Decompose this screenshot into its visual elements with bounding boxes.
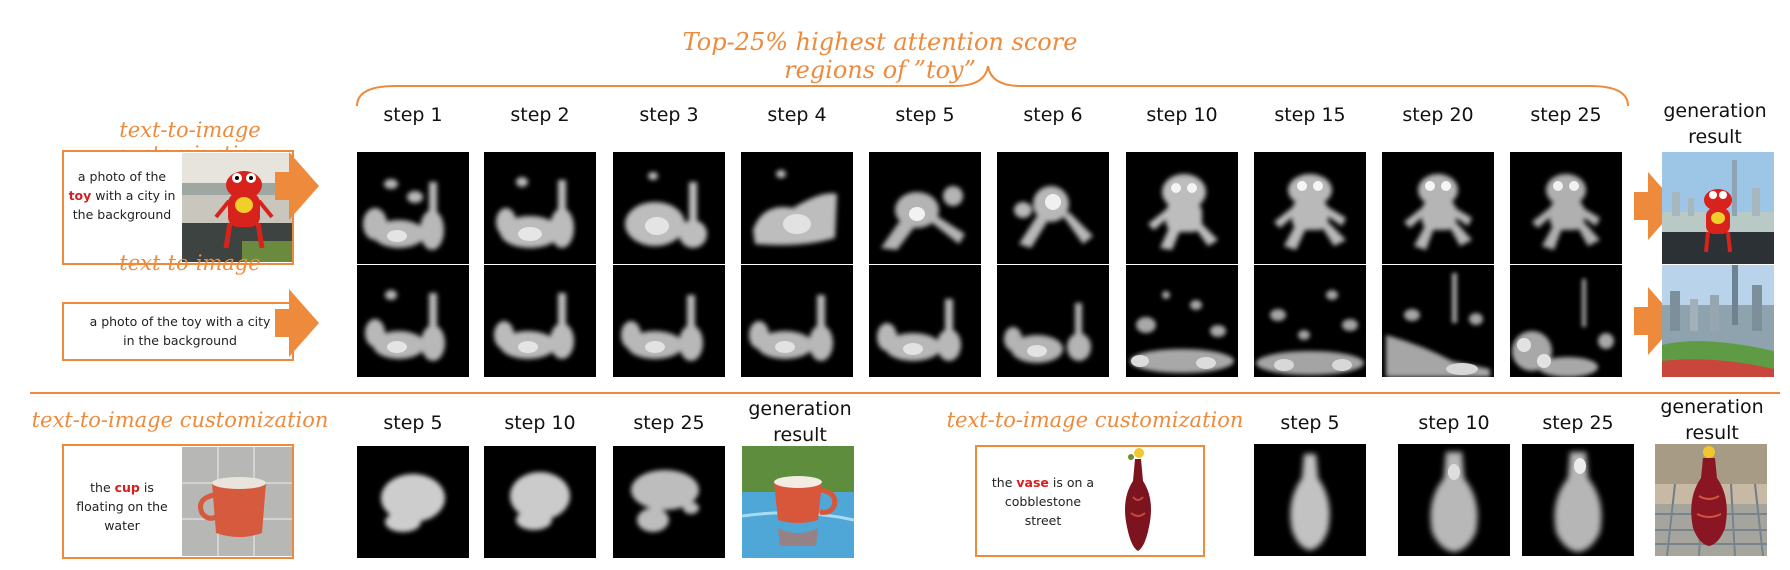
generation-result-toy-city xyxy=(1662,152,1774,264)
attention-map xyxy=(357,446,469,558)
step-label: step 10 xyxy=(1418,412,1490,434)
attention-map xyxy=(869,152,981,264)
prompt-pre: a photo of the xyxy=(77,169,167,184)
generation-result-label: generation result xyxy=(1650,98,1780,150)
step-label: step 2 xyxy=(510,104,570,126)
prompt-post: is on a cobblestone street xyxy=(1004,475,1095,528)
generation-result-line-1: generation xyxy=(1660,396,1764,418)
attention-map xyxy=(741,265,853,377)
row1-prompt-text: a photo of the toy with a city in the ba… xyxy=(68,167,176,224)
attention-map xyxy=(484,446,596,558)
vase-generation-result-label: generation result xyxy=(1642,394,1782,446)
step-label: step 10 xyxy=(1146,104,1218,126)
attention-map xyxy=(613,265,725,377)
generation-result-line-1: generation xyxy=(1663,100,1767,122)
attention-map xyxy=(1382,152,1494,264)
generation-result-line-1: generation xyxy=(748,398,852,420)
attention-map xyxy=(1254,152,1366,264)
figure-title: Top-25% highest attention score regions … xyxy=(682,28,1078,84)
vase-prompt-box: the vase is on a cobblestone street xyxy=(975,445,1205,557)
cup-label: text-to-image customization xyxy=(31,408,329,432)
attention-map xyxy=(1254,444,1366,556)
prompt-highlight-word: cup xyxy=(114,480,140,495)
step-label: step 3 xyxy=(639,104,699,126)
generation-result-line-2: result xyxy=(1688,126,1742,148)
reference-cup-photo xyxy=(182,447,292,556)
step-label: step 4 xyxy=(767,104,827,126)
row1-arrow-icon xyxy=(275,152,319,220)
step-label: step 25 xyxy=(1542,412,1614,434)
vase-label: text-to-image customization xyxy=(946,408,1244,432)
attention-map xyxy=(1522,444,1634,556)
attention-map xyxy=(741,152,853,264)
prompt-pre: the xyxy=(991,475,1013,490)
attention-map xyxy=(997,152,1109,264)
generation-result-city xyxy=(1662,265,1774,377)
cup-prompt-box: the cup is floating on the water xyxy=(62,444,294,559)
attention-map xyxy=(1398,444,1510,556)
attention-map xyxy=(1126,152,1238,264)
row2-prompt-box: a photo of the toy with a city in the ba… xyxy=(62,302,294,361)
attention-map xyxy=(1126,265,1238,377)
reference-toy-photo xyxy=(182,153,292,262)
step-label: step 5 xyxy=(383,412,443,434)
step-label: step 6 xyxy=(1023,104,1083,126)
step-label: step 5 xyxy=(895,104,955,126)
step-label: step 20 xyxy=(1402,104,1474,126)
prompt-post: with a city in the background xyxy=(72,188,176,222)
reference-vase-photo xyxy=(1103,447,1203,555)
cup-generation-result-label: generation result xyxy=(735,396,865,448)
attention-map xyxy=(357,152,469,264)
generation-result-line-2: result xyxy=(773,424,827,446)
generation-result-vase xyxy=(1655,444,1767,556)
step-label: step 15 xyxy=(1274,104,1346,126)
step-label: step 10 xyxy=(504,412,576,434)
attention-map xyxy=(357,265,469,377)
step-label: step 1 xyxy=(383,104,443,126)
section-divider xyxy=(30,392,1780,394)
row2-label: text-to-image xyxy=(119,251,261,275)
cup-prompt-text: the cup is floating on the water xyxy=(68,478,176,535)
attention-map xyxy=(484,152,596,264)
vase-prompt-text: the vase is on a cobblestone street xyxy=(985,473,1101,530)
attention-map xyxy=(613,446,725,558)
row2-arrow-icon xyxy=(275,289,319,357)
prompt-highlight-word: toy xyxy=(68,188,92,203)
step-label: step 25 xyxy=(1530,104,1602,126)
attention-map xyxy=(484,265,596,377)
prompt-pre: the xyxy=(90,480,111,495)
attention-map xyxy=(1510,152,1622,264)
step-label: step 5 xyxy=(1280,412,1340,434)
step-label: step 25 xyxy=(633,412,705,434)
attention-map xyxy=(869,265,981,377)
attention-map xyxy=(1254,265,1366,377)
attention-map xyxy=(1382,265,1494,377)
title-brace xyxy=(356,65,1629,107)
prompt-post: is floating on the water xyxy=(76,480,168,533)
row2-prompt-text: a photo of the toy with a city in the ba… xyxy=(89,314,271,348)
generation-result-line-2: result xyxy=(1685,422,1739,444)
attention-map xyxy=(613,152,725,264)
row1-prompt-box: a photo of the toy with a city in the ba… xyxy=(62,150,294,265)
attention-map xyxy=(1510,265,1622,377)
attention-map xyxy=(997,265,1109,377)
generation-result-cup xyxy=(742,446,854,558)
prompt-highlight-word: vase xyxy=(1016,475,1049,490)
